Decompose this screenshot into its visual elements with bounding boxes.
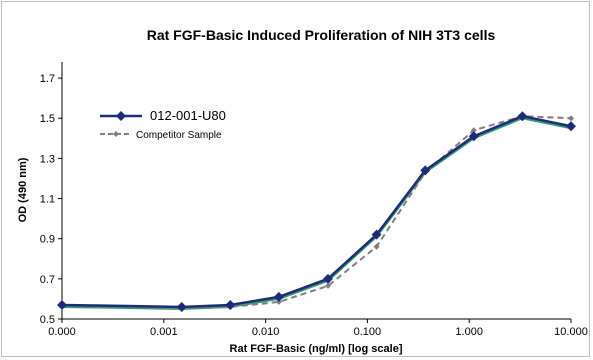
x-tick-label: 1.000 <box>455 326 483 338</box>
legend-symbol-series-1 <box>100 111 142 121</box>
y-tick-label: 1.5 <box>40 113 55 125</box>
axes: 0.5 0.7 0.9 1.1 1.3 1.5 1.7 0.000 0.001 0.010 0.10… <box>40 62 588 338</box>
chart-title: Rat FGF-Basic Induced Proliferation of N… <box>147 27 496 43</box>
data-point-012-001-u80 <box>273 291 284 302</box>
legend-marker <box>113 131 119 137</box>
legend-marker <box>116 111 126 121</box>
data-point-012-001-u80 <box>176 301 187 312</box>
x-axis-title: Rat FGF-Basic (ng/ml) [log scale] <box>230 343 403 355</box>
series-layer <box>57 111 576 312</box>
data-point-012-001-u80 <box>566 121 576 132</box>
y-tick-label: 1.1 <box>40 194 55 206</box>
x-tick-label: 0.000 <box>48 326 76 338</box>
y-tick-label: 0.7 <box>40 274 55 286</box>
y-tick-label: 1.7 <box>40 73 55 85</box>
data-point-012-001-u80 <box>468 131 479 142</box>
data-point-competitor <box>470 127 477 134</box>
data-point-012-001-u80 <box>371 229 382 240</box>
data-point-012-001-u80 <box>225 299 236 310</box>
data-point-competitor <box>373 243 380 250</box>
x-tick-label: 0.010 <box>252 326 280 338</box>
y-axis-title: OD (490 nm) <box>17 157 29 222</box>
y-tick-label: 1.3 <box>40 153 55 165</box>
data-point-012-001-u80 <box>322 273 333 284</box>
data-point-012-001-u80 <box>57 299 67 310</box>
fit-curve <box>61 117 572 310</box>
data-point-competitor <box>568 115 574 122</box>
x-tick-label: 0.001 <box>150 326 178 338</box>
y-tick-label: 0.9 <box>40 234 55 246</box>
data-point-competitor <box>324 282 331 289</box>
fit-curve-layer <box>61 117 572 310</box>
legend-symbol-series-2 <box>100 131 132 137</box>
legend: 012-001-U80 Competitor Sample <box>100 108 226 141</box>
series-line-competitor <box>61 115 572 309</box>
x-tick-label: 0.100 <box>354 326 382 338</box>
data-point-012-001-u80 <box>517 111 528 122</box>
legend-label-series-2: Competitor Sample <box>136 130 222 141</box>
series-line-012-001-u80 <box>61 114 572 309</box>
y-tick-label: 0.5 <box>40 314 55 326</box>
data-point-012-001-u80 <box>420 165 431 176</box>
x-tick-label: 10.000 <box>554 326 588 338</box>
data-point-competitor <box>275 298 282 305</box>
legend-label-series-1: 012-001-U80 <box>150 108 226 123</box>
